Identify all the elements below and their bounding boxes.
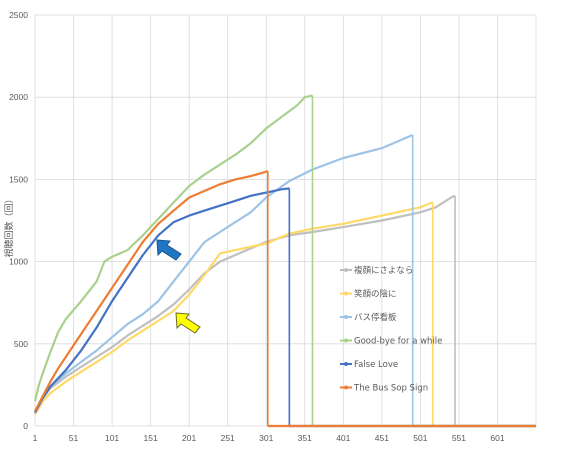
x-tick-label: 251: [221, 433, 235, 443]
x-tick-label: 501: [413, 433, 427, 443]
series-curve: [34, 187, 290, 414]
legend-label: 笑顔の陰に: [354, 289, 397, 300]
legend-entry: 複顔にさよなら: [340, 265, 413, 276]
legend-entry: 笑顔の陰に: [340, 289, 397, 300]
legend-marker: [344, 385, 348, 390]
x-tick-label: 151: [144, 433, 158, 443]
series-line: [34, 187, 536, 428]
y-tick-label: 500: [14, 339, 28, 349]
legend-label: バス停看板: [354, 312, 397, 323]
series-line: [34, 133, 536, 428]
legend-entry: The Bus Sop Sign: [340, 384, 428, 394]
legend-entry: False Love: [340, 360, 398, 370]
series-curve: [33, 94, 313, 402]
legend-label: False Love: [354, 360, 398, 370]
legend-marker: [344, 268, 348, 272]
y-tick-label: 1000: [9, 257, 28, 267]
series-curve: [34, 194, 456, 414]
legend-marker: [344, 291, 348, 296]
series-line: [33, 94, 536, 428]
series-curve: [34, 170, 269, 412]
series-line: [34, 170, 536, 428]
y-tick-label: 2000: [9, 92, 28, 102]
x-tick-label: 401: [336, 433, 350, 443]
x-tick-label: 351: [298, 433, 312, 443]
x-tick-label: 1: [33, 433, 38, 443]
y-tick-label: 1500: [9, 174, 28, 184]
legend-marker: [344, 338, 348, 343]
x-tick-label: 551: [452, 433, 466, 443]
legend-label: 複顔にさよなら: [354, 265, 413, 276]
series-lines: [33, 94, 536, 428]
x-tick-label: 51: [69, 433, 79, 443]
yellow-arrow-icon: [175, 312, 201, 334]
series-curve: [34, 201, 434, 416]
x-tick-label: 101: [105, 433, 119, 443]
y-tick-label: 0: [23, 421, 28, 431]
blue-arrow-icon: [156, 239, 182, 261]
series-line: [34, 194, 536, 428]
x-tick-label: 201: [182, 433, 196, 443]
legend-marker: [344, 315, 348, 319]
series-line: [34, 201, 536, 428]
y-axis-tick-labels: 0 500 1000 1500 2000 2500: [9, 10, 28, 431]
annotations: [156, 239, 201, 334]
legend-entry: バス停看板: [340, 312, 397, 323]
legend-label: Good-bye for a while: [354, 337, 442, 347]
legend-label: The Bus Sop Sign: [353, 384, 428, 394]
y-tick-label: 2500: [9, 10, 28, 20]
legend-marker: [344, 362, 348, 366]
y-axis-label: 視聴回数（回）: [3, 194, 15, 257]
series-curve: [34, 133, 414, 412]
x-tick-label: 451: [375, 433, 389, 443]
x-tick-label: 601: [490, 433, 504, 443]
legend-entry: Good-bye for a while: [340, 337, 442, 347]
gridlines: [34, 14, 537, 427]
x-tick-label: 301: [259, 433, 273, 443]
x-axis-tick-labels: 1 51 101 151 201 251 301 351 401 451 501 551 601: [33, 433, 505, 443]
